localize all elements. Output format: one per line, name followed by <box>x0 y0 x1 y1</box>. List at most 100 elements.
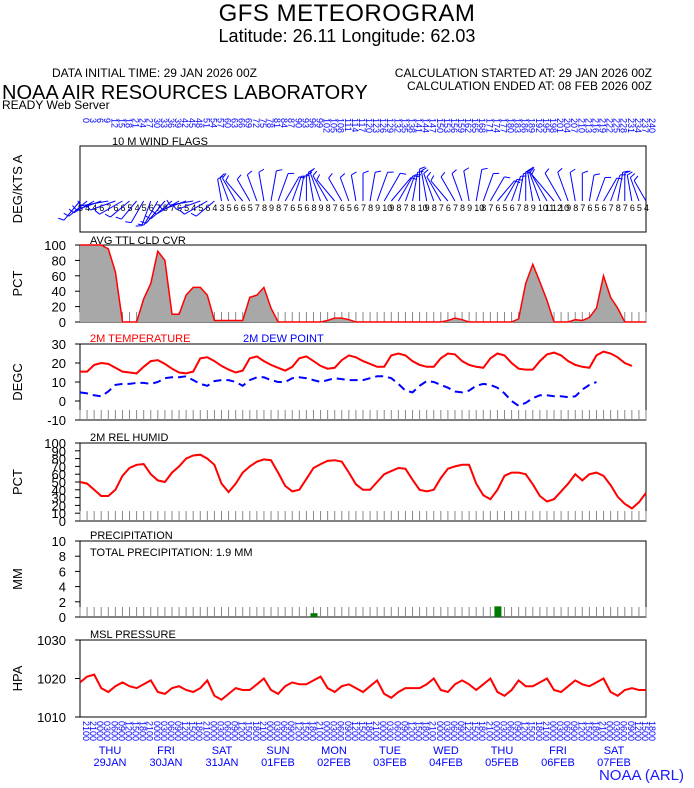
wind-speed-label: 7 <box>488 203 493 213</box>
wind-barb-flag <box>523 171 530 175</box>
time-tick-label: 2100 <box>314 721 324 741</box>
y-tick-label: 40 <box>52 483 66 498</box>
hour-label: 27 <box>145 118 155 128</box>
hour-label: 54 <box>208 118 218 128</box>
wind-barb-staff <box>633 180 647 202</box>
wind-barb-flag <box>94 210 100 215</box>
wind-barb-flag <box>514 180 521 184</box>
wind-barb-staff <box>404 174 416 202</box>
hour-label: 69 <box>244 118 254 128</box>
hour-label: 102 <box>322 118 332 133</box>
temp-title: 2M TEMPERATURE <box>90 333 190 345</box>
precip-bar <box>494 606 502 617</box>
time-tick-label: 0000 <box>265 721 275 741</box>
time-tick-label: 1800 <box>364 721 374 741</box>
hour-label: 141 <box>414 118 424 133</box>
hour-label: 174 <box>491 118 501 133</box>
wind-title: 10 M WIND FLAGS <box>112 136 208 148</box>
hour-label: 165 <box>470 118 480 133</box>
hour-label: 123 <box>371 118 381 133</box>
wind-speed-label: 7 <box>283 203 288 213</box>
wind-y-label: DEG/KTS A <box>10 154 25 223</box>
precip-title: PRECIPITATION <box>90 530 173 542</box>
wind-barb-flag <box>421 167 427 172</box>
wind-speed-label: 8 <box>311 203 316 213</box>
wind-speed-label: 6 <box>290 203 295 213</box>
y-tick-label: 30 <box>52 337 66 352</box>
time-tick-label: 1500 <box>470 721 480 741</box>
wind-barb-flag <box>419 166 426 170</box>
time-tick-label: 1800 <box>590 721 600 741</box>
time-tick-label: 1800 <box>194 721 204 741</box>
hour-label: 36 <box>166 118 176 128</box>
wind-speed-label: 6 <box>113 203 118 213</box>
hour-label: 72 <box>251 118 261 128</box>
hour-label: 207 <box>569 118 579 133</box>
wind-barb-staff <box>588 174 595 202</box>
hour-label: 81 <box>272 118 282 128</box>
wind-speed-label: 6 <box>587 203 592 213</box>
time-tick-label: 1200 <box>520 721 530 741</box>
wind-speed-label: 9 <box>566 203 571 213</box>
wind-speed-label: 6 <box>495 203 500 213</box>
pressure-title: MSL PRESSURE <box>90 629 176 641</box>
wind-speed-label: 9 <box>467 203 472 213</box>
hour-label: 108 <box>336 118 346 133</box>
wind-barb-staff <box>99 200 123 215</box>
y-tick-label: 30 <box>52 491 66 506</box>
time-tick-label: 0900 <box>343 721 353 741</box>
y-tick-label: 60 <box>52 269 66 284</box>
time-tick-label: 0900 <box>230 721 240 741</box>
wind-speed-label: 8 <box>411 203 416 213</box>
time-tick-label: 0600 <box>619 721 629 741</box>
time-tick-label: 1200 <box>406 721 416 741</box>
day-date: 30JAN <box>149 757 182 769</box>
wind-barb-staff <box>544 173 562 202</box>
time-tick-label: 1200 <box>123 721 133 741</box>
wind-speed-label: 10 <box>418 203 428 213</box>
wind-barb-flag <box>339 173 346 178</box>
time-tick-label: 1500 <box>357 721 367 741</box>
y-tick-label: 80 <box>52 452 66 467</box>
hour-label: 132 <box>392 118 402 133</box>
wind-speed-label: 6 <box>149 203 154 213</box>
wind-speed-label: 6 <box>205 203 210 213</box>
dewpoint-title: 2M DEW POINT <box>243 333 324 345</box>
wind-barb-flag <box>582 170 589 174</box>
wind-barb-staff <box>426 176 442 202</box>
wind-speed-label: 8 <box>481 203 486 213</box>
time-tick-label: 0900 <box>173 721 183 741</box>
time-tick-label: 0000 <box>435 721 445 741</box>
wind-speed-label: 5 <box>347 203 352 213</box>
y-tick-label: 70 <box>52 459 66 474</box>
hour-label: 183 <box>513 118 523 133</box>
time-tick-label: 1800 <box>421 721 431 741</box>
hour-label: 3 <box>88 118 98 123</box>
wind-barb-staff <box>270 170 277 202</box>
wind-speed-label: 4 <box>85 203 90 213</box>
wind-barb-flag <box>115 216 122 220</box>
day-date: 05FEB <box>485 757 519 769</box>
precip-bar <box>310 613 318 617</box>
hour-label: 48 <box>194 118 204 128</box>
hour-label: 57 <box>215 118 225 128</box>
wind-barb-staff <box>475 169 483 202</box>
time-tick-label: 1500 <box>640 721 650 741</box>
hour-label: 87 <box>286 118 296 128</box>
hour-label: 147 <box>428 118 438 133</box>
wind-barb-flag <box>140 220 147 224</box>
y-tick-label: 4 <box>59 580 66 595</box>
wind-barb-staff <box>531 174 555 202</box>
hour-label: 195 <box>541 118 551 133</box>
hour-label: 111 <box>343 118 353 132</box>
hour-label: 171 <box>484 118 494 133</box>
hour-label: 237 <box>640 118 650 133</box>
wind-barb-staff <box>557 172 569 202</box>
y-tick-label: 0 <box>59 514 66 529</box>
wind-barb-flag <box>225 175 230 182</box>
time-tick-label: 1800 <box>307 721 317 741</box>
credit: NOAA (ARL) <box>598 767 684 784</box>
wind-speed-label: 6 <box>99 203 104 213</box>
wind-barb-flag <box>627 171 633 176</box>
wind-barb-flag <box>426 171 432 178</box>
